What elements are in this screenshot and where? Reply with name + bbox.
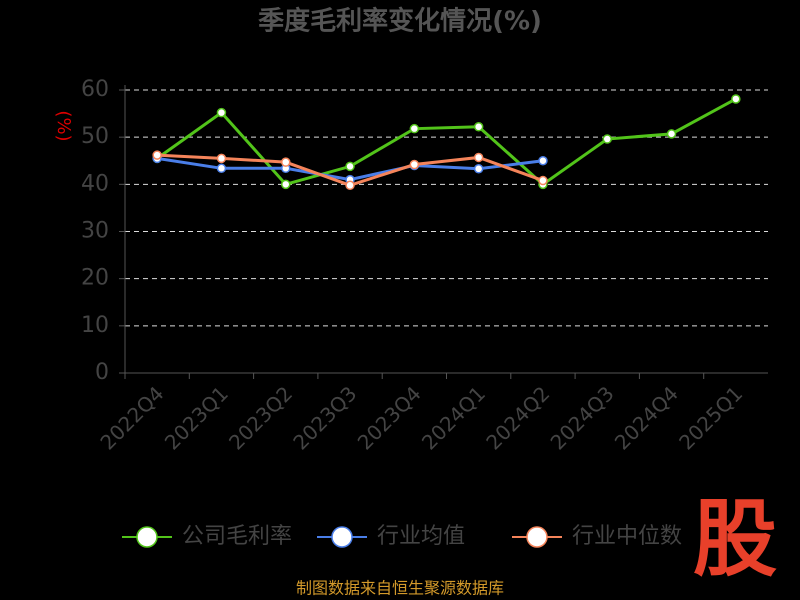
legend-label: 公司毛利率: [182, 524, 292, 549]
y-tick-label: 0: [95, 360, 109, 385]
data-point: [538, 175, 548, 186]
data-point: [281, 179, 291, 190]
data-point: [345, 161, 355, 172]
chart-title: 季度毛利率变化情况(%): [258, 6, 542, 37]
y-tick-label: 40: [81, 171, 109, 196]
legend-marker: [331, 526, 353, 548]
y-tick-label: 20: [81, 266, 109, 291]
legend-marker: [136, 526, 158, 548]
y-tick-label: 10: [81, 313, 109, 338]
legend-label: 行业中位数: [572, 524, 682, 549]
data-point: [473, 164, 484, 174]
source-note: 制图数据来自恒生聚源数据库: [296, 579, 504, 598]
data-point: [666, 129, 677, 139]
logo: 股: [693, 490, 777, 588]
data-point: [731, 94, 741, 104]
y-tick-label: 30: [81, 219, 109, 244]
data-point: [216, 163, 227, 174]
series-line: [156, 97, 737, 187]
legend-label: 行业均值: [377, 524, 465, 549]
y-tick-label: 50: [81, 124, 109, 149]
data-point: [281, 157, 291, 167]
data-point: [152, 150, 162, 160]
data-point: [216, 153, 227, 164]
data-point: [538, 156, 548, 166]
data-point: [602, 134, 612, 144]
y-tick-label: 60: [81, 77, 109, 102]
data-point: [473, 152, 484, 163]
data-point: [216, 107, 227, 118]
y-axis-label: (%): [53, 110, 74, 141]
data-point: [409, 123, 420, 134]
data-point: [473, 122, 484, 132]
data-point: [345, 180, 355, 191]
data-point: [409, 159, 420, 170]
legend-marker: [526, 526, 548, 548]
